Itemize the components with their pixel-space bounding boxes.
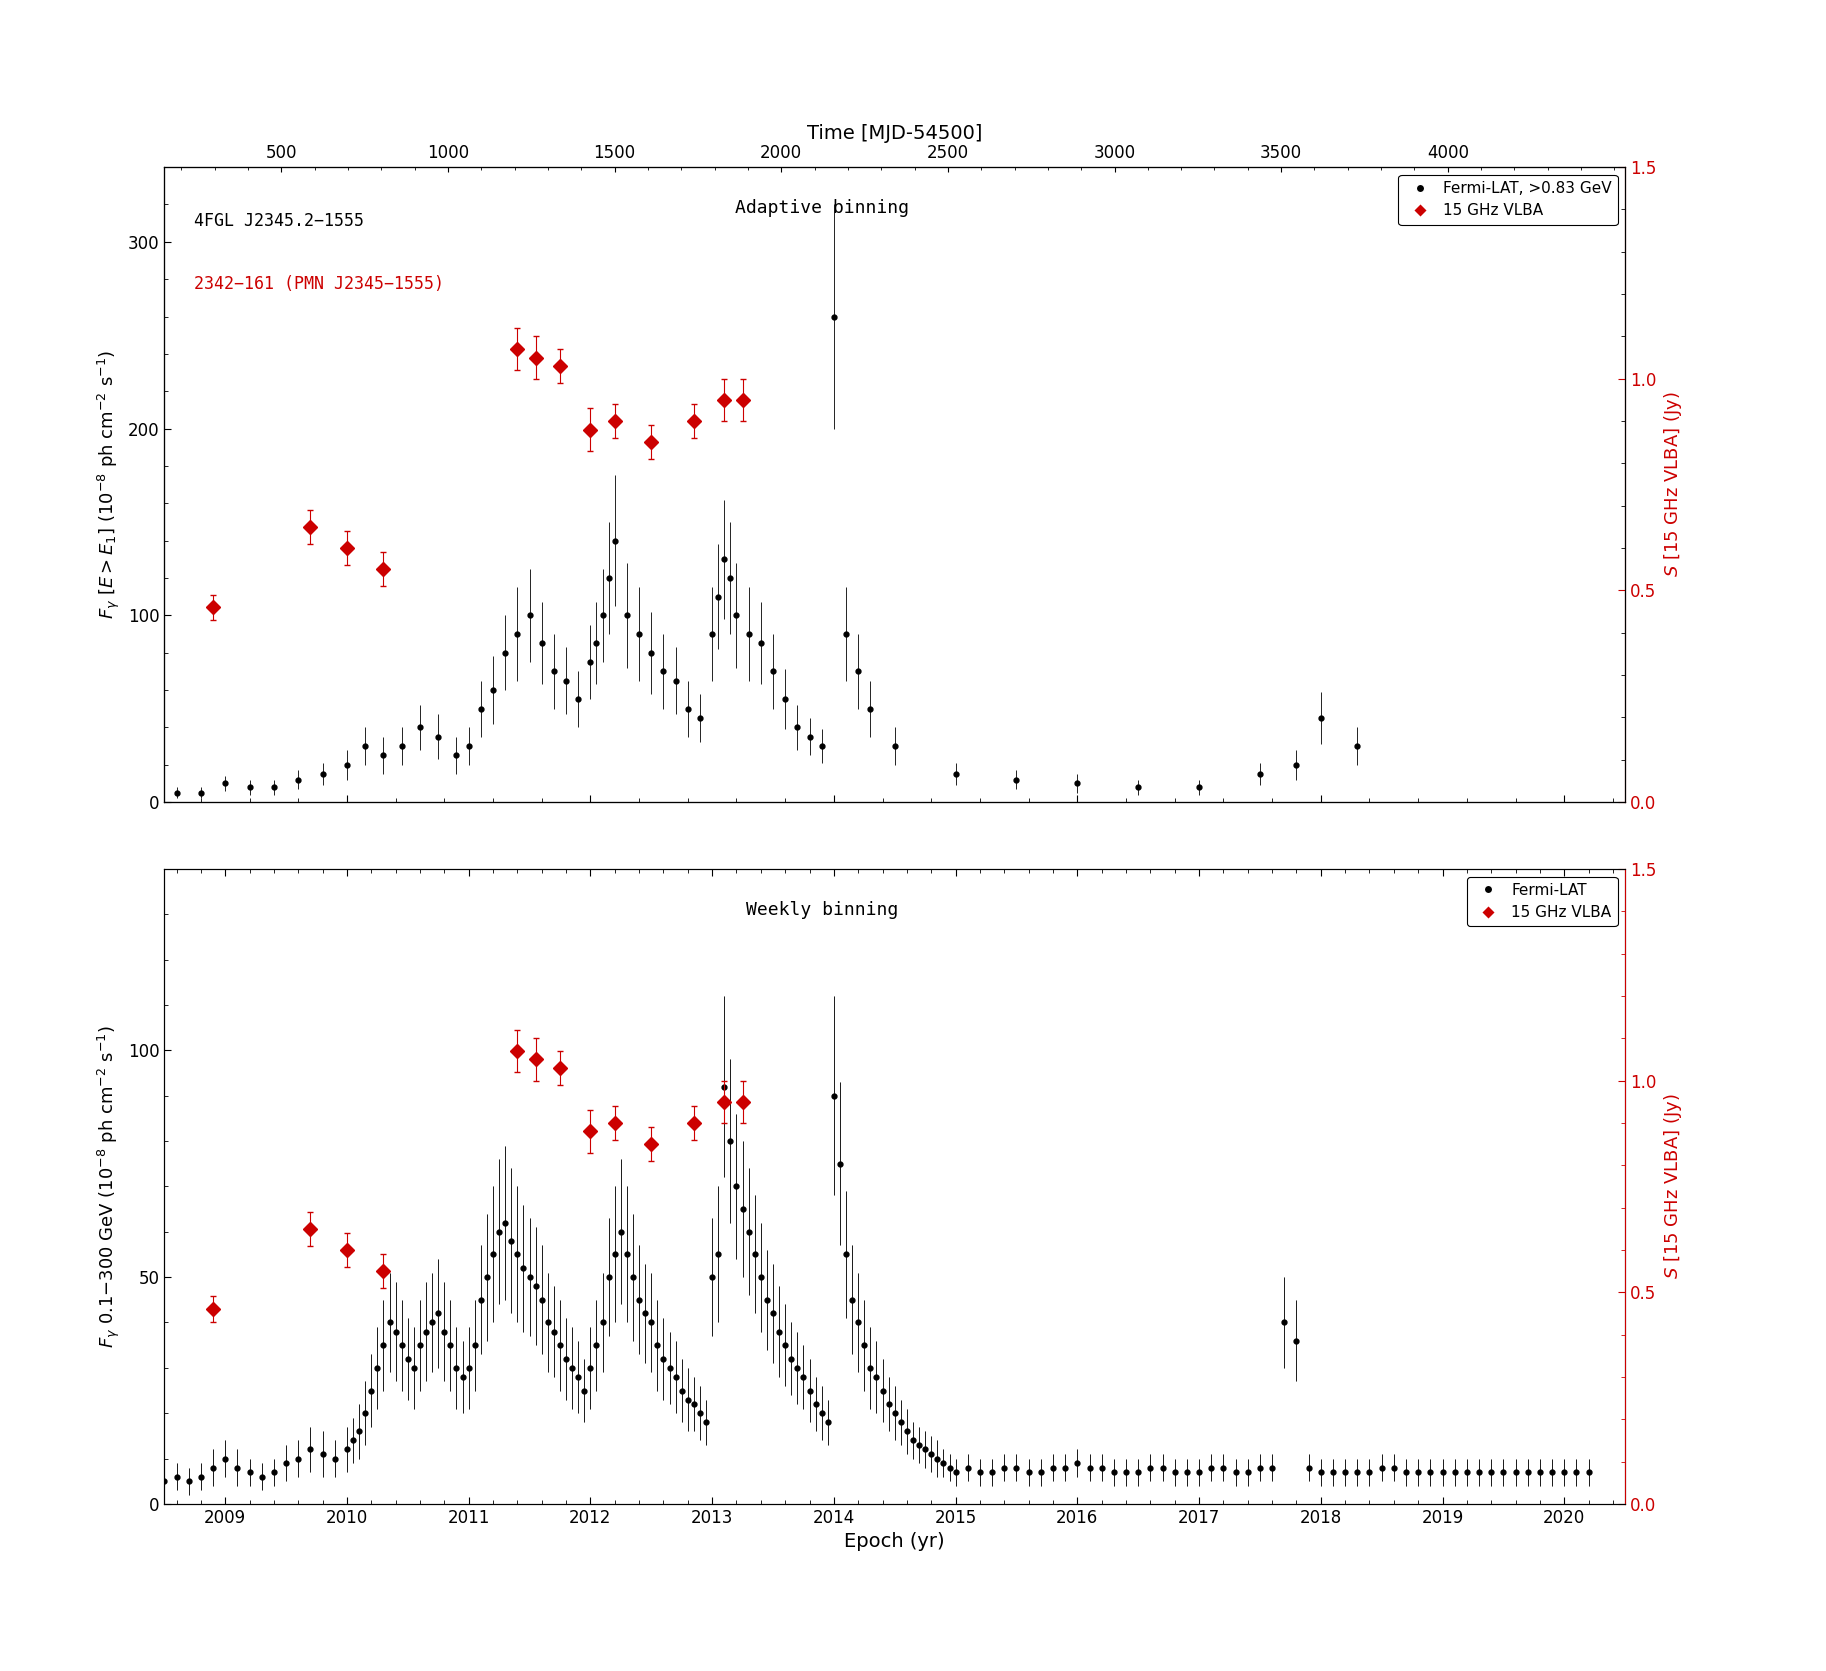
Legend: Fermi-LAT, >0.83 GeV, 15 GHz VLBA: Fermi-LAT, >0.83 GeV, 15 GHz VLBA [1399, 175, 1618, 224]
Legend: Fermi-LAT, 15 GHz VLBA: Fermi-LAT, 15 GHz VLBA [1466, 877, 1618, 926]
Text: 2342−161 (PMN J2345−1555): 2342−161 (PMN J2345−1555) [194, 276, 444, 292]
Y-axis label: $F_\gamma$ 0.1$-$300 GeV $(10^{-8}$ ph cm$^{-2}$ s$^{-1})$: $F_\gamma$ 0.1$-$300 GeV $(10^{-8}$ ph c… [97, 1024, 122, 1348]
X-axis label: Time [MJD-54500]: Time [MJD-54500] [807, 124, 982, 142]
X-axis label: Epoch (yr): Epoch (yr) [844, 1532, 946, 1551]
Text: Weekly binning: Weekly binning [745, 901, 898, 919]
Y-axis label: $S$ [15 GHz VLBA] (Jy): $S$ [15 GHz VLBA] (Jy) [1662, 391, 1684, 578]
Y-axis label: $F_\gamma$ $[E>E_1]$ $(10^{-8}$ ph cm$^{-2}$ s$^{-1})$: $F_\gamma$ $[E>E_1]$ $(10^{-8}$ ph cm$^{… [97, 349, 122, 620]
Text: 4FGL J2345.2−1555: 4FGL J2345.2−1555 [194, 212, 363, 229]
Y-axis label: $S$ [15 GHz VLBA] (Jy): $S$ [15 GHz VLBA] (Jy) [1662, 1093, 1684, 1280]
Text: Adaptive binning: Adaptive binning [734, 199, 909, 217]
